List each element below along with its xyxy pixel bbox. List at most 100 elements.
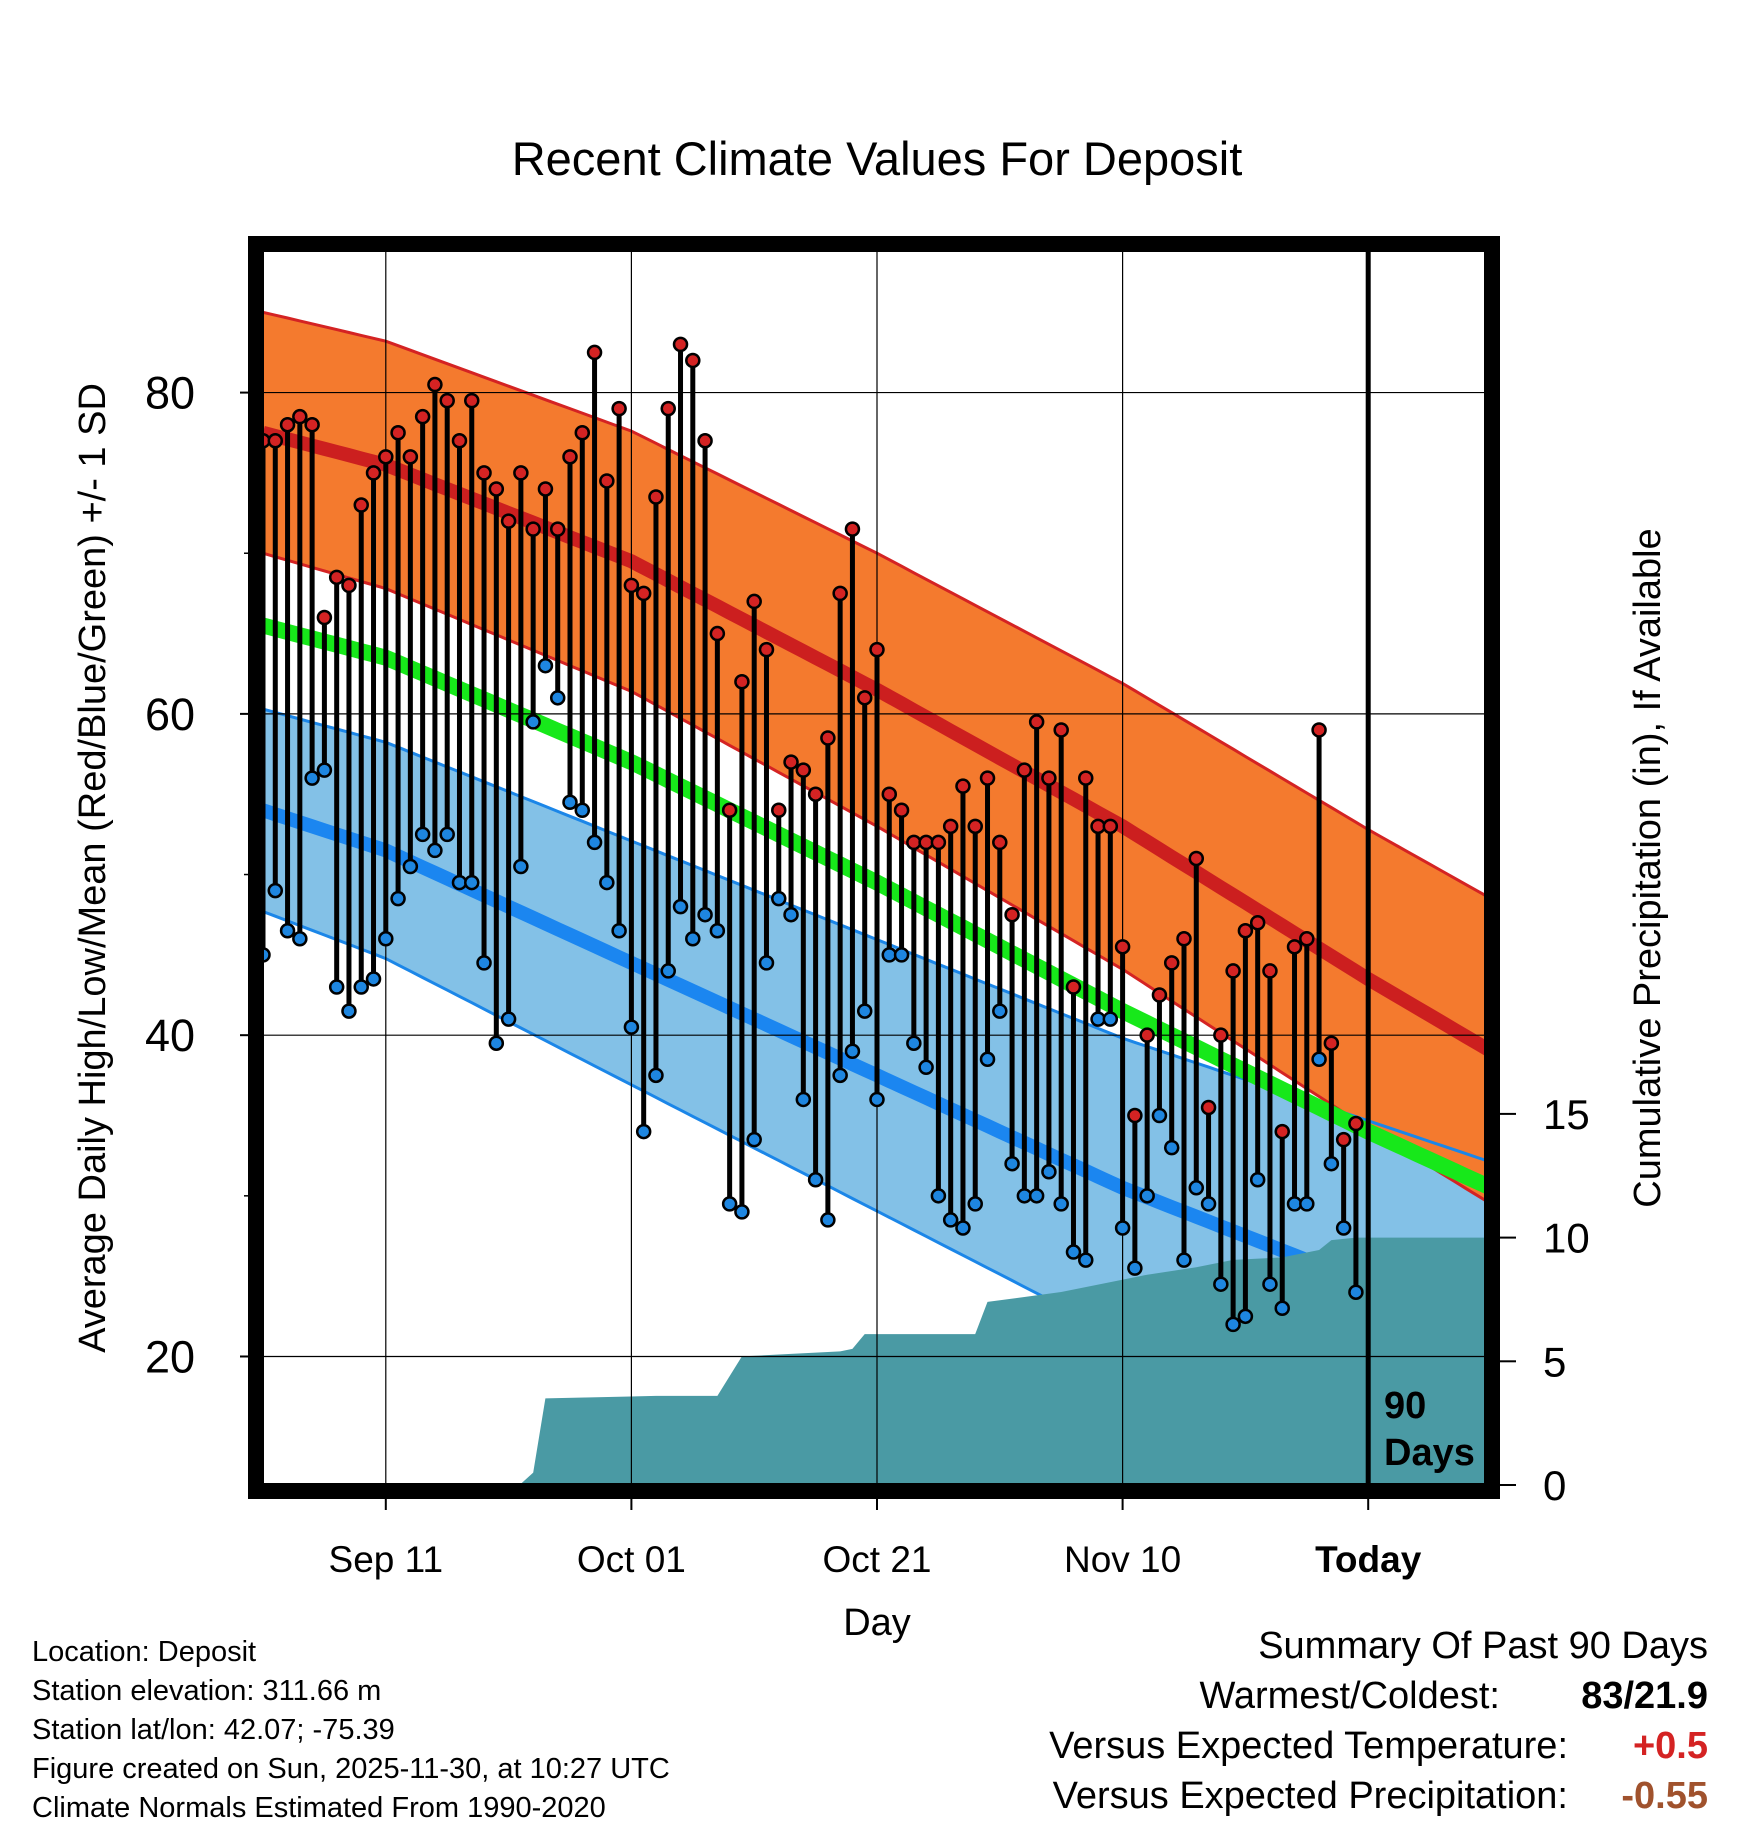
daily-low-point <box>464 874 480 891</box>
daily-high-point <box>856 690 873 706</box>
plot-frame <box>248 236 1500 1499</box>
daily-low-point <box>488 1035 505 1051</box>
daily-low-point <box>1299 1196 1315 1212</box>
daily-high-point <box>611 400 627 417</box>
daily-low-point <box>967 1196 983 1212</box>
normals-text: Climate Normals Estimated From 1990-2020 <box>32 1792 606 1824</box>
daily-low-point <box>721 1196 738 1212</box>
summary-title: Summary Of Past 90 Days <box>1258 1625 1708 1667</box>
daily-high-point <box>1262 963 1278 979</box>
daily-low-point <box>562 794 578 810</box>
precip-anomaly-value: -0.55 <box>1621 1775 1708 1817</box>
daily-low-point <box>942 1212 959 1228</box>
x-tick-label: Today <box>1315 1539 1422 1580</box>
daily-low-point <box>341 1003 357 1019</box>
daily-low-point <box>1028 1188 1045 1204</box>
daily-low-point <box>623 1019 640 1035</box>
daily-high-point <box>807 786 824 802</box>
daily-low-point <box>500 1011 517 1027</box>
daily-low-point <box>1114 1220 1131 1236</box>
daily-high-point <box>1016 762 1033 778</box>
daily-low-point <box>635 1123 652 1140</box>
daily-high-point <box>1200 1099 1217 1116</box>
daily-high-point <box>439 392 455 409</box>
daily-low-point <box>1335 1220 1352 1236</box>
x-tick-label: Sep 11 <box>329 1539 444 1580</box>
daily-low-point <box>574 802 591 819</box>
daily-high-point <box>562 449 578 465</box>
daily-low-point <box>402 858 419 875</box>
daily-high-point <box>513 465 529 481</box>
daily-high-point <box>795 762 812 778</box>
daily-low-point <box>390 890 406 907</box>
daily-low-point <box>476 955 492 971</box>
daily-low-point <box>1262 1276 1278 1292</box>
daily-high-point <box>1213 1027 1229 1043</box>
daily-low-point <box>378 931 394 947</box>
daily-high-point <box>1127 1107 1143 1124</box>
daily-low-point <box>734 1204 750 1220</box>
y-tick-label: 20 <box>145 1331 195 1382</box>
daily-low-point <box>820 1212 836 1228</box>
precip-anomaly-label: Versus Expected Precipitation: <box>1052 1775 1568 1817</box>
daily-high-point <box>869 641 885 658</box>
daily-high-point <box>525 521 541 537</box>
daily-low-point <box>709 923 726 939</box>
daily-high-point <box>1225 963 1241 979</box>
daily-low-point <box>267 882 284 899</box>
daily-high-point <box>660 400 676 417</box>
daily-high-point <box>378 449 394 465</box>
daily-low-point <box>1151 1107 1168 1124</box>
daily-high-point <box>1176 931 1192 947</box>
daily-low-point <box>1163 1139 1180 1156</box>
daily-high-point <box>881 786 898 802</box>
daily-high-point <box>279 416 296 433</box>
y2-tick-label: 5 <box>1543 1338 1566 1385</box>
location-text: Location: Deposit <box>32 1636 257 1668</box>
daily-high-point <box>967 818 983 835</box>
daily-high-point <box>476 465 492 481</box>
daily-high-point <box>771 802 787 819</box>
daily-low-point <box>844 1043 861 1059</box>
daily-high-point <box>992 834 1008 851</box>
daily-high-point <box>353 497 369 513</box>
daily-high-point <box>1237 923 1254 939</box>
daily-low-point <box>1004 1155 1020 1172</box>
daily-low-point <box>746 1131 762 1148</box>
daily-high-point <box>672 336 689 353</box>
daily-high-point <box>316 609 333 626</box>
daily-low-point <box>906 1035 922 1051</box>
daily-high-point <box>1249 914 1266 931</box>
daily-low-point <box>648 1067 664 1084</box>
daily-high-point <box>549 521 566 537</box>
daily-low-point <box>1323 1155 1340 1172</box>
data-layer <box>263 248 1371 1485</box>
daily-low-point <box>414 826 431 843</box>
daily-high-point <box>1065 979 1082 995</box>
daily-low-point <box>758 955 775 971</box>
daily-low-point <box>1065 1244 1082 1260</box>
daily-high-point <box>488 481 505 497</box>
daily-low-point <box>1139 1188 1155 1204</box>
daily-high-point <box>451 433 468 449</box>
daily-low-point <box>918 1059 934 1076</box>
daily-low-point <box>1249 1172 1266 1188</box>
today-marker-label-line1: 90 <box>1384 1385 1426 1427</box>
daily-low-point <box>292 931 308 947</box>
daily-low-point <box>549 690 566 706</box>
daily-high-point <box>267 433 284 449</box>
daily-low-point <box>893 947 910 963</box>
x-tick-label: Oct 21 <box>823 1539 932 1580</box>
daily-low-point <box>1237 1308 1254 1325</box>
daily-high-point <box>1078 770 1094 786</box>
axes: Sep 11 Oct 01 Oct 21 Nov 10 Today 20 40 60 80 0 5 1… <box>145 368 1590 1580</box>
daily-high-point <box>390 424 406 441</box>
daily-low-point <box>1311 1051 1327 1068</box>
daily-low-point <box>771 890 787 907</box>
daily-low-point <box>660 963 676 979</box>
daily-high-point <box>1323 1035 1340 1051</box>
daily-low-point <box>1078 1252 1094 1268</box>
daily-high-point <box>586 344 603 361</box>
daily-high-point <box>341 577 357 594</box>
